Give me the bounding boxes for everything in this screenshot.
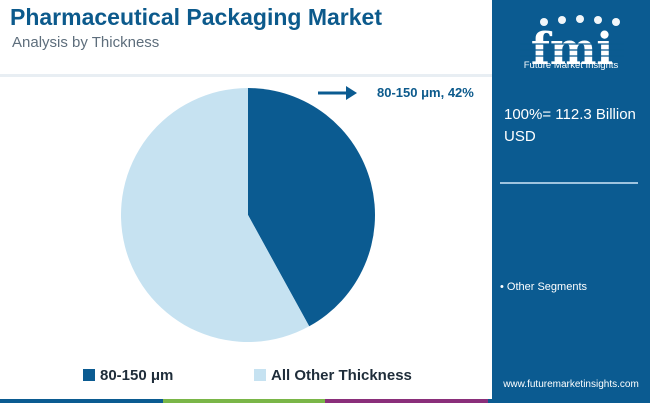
bar-segment xyxy=(487,399,650,403)
legend-swatch-dark xyxy=(83,369,95,381)
market-total: 100%= 112.3 Billion USD xyxy=(504,106,636,145)
legend-swatch-light xyxy=(254,369,266,381)
website-link[interactable]: www.futuremarketinsights.com xyxy=(503,379,639,390)
bar-segment xyxy=(0,399,163,403)
pie-slice-0 xyxy=(248,88,375,327)
logo-tagline: Future Market Insights xyxy=(523,60,619,71)
chart-subtitle: Analysis by Thickness xyxy=(12,34,160,51)
bar-segment xyxy=(162,399,325,403)
legend-item-other-thickness: All Other Thickness xyxy=(254,366,412,384)
annotation-arrow-icon xyxy=(318,86,357,100)
header-divider xyxy=(0,74,492,77)
fmi-logo: fmi xyxy=(520,15,624,75)
pie-slice-1 xyxy=(120,87,310,342)
pie-chart: 80-150 μm, 42% xyxy=(120,85,474,342)
bottom-color-bar xyxy=(0,399,650,403)
slice-annotation: 80-150 μm, 42% xyxy=(377,85,474,100)
pie-slices xyxy=(120,87,375,342)
chart-title: Pharmaceutical Packaging Market xyxy=(10,4,382,30)
bar-segment xyxy=(325,399,488,403)
legend-item-80-150: 80-150 μm xyxy=(83,366,173,384)
legend-label: All Other Thickness xyxy=(271,366,412,384)
panel-divider xyxy=(500,182,638,184)
legend-label: 80-150 μm xyxy=(100,366,174,384)
other-segments-label: • Other Segments xyxy=(500,281,588,293)
brand-panel: fmi Future Market Insights 100%= 112.3 B… xyxy=(492,0,650,403)
